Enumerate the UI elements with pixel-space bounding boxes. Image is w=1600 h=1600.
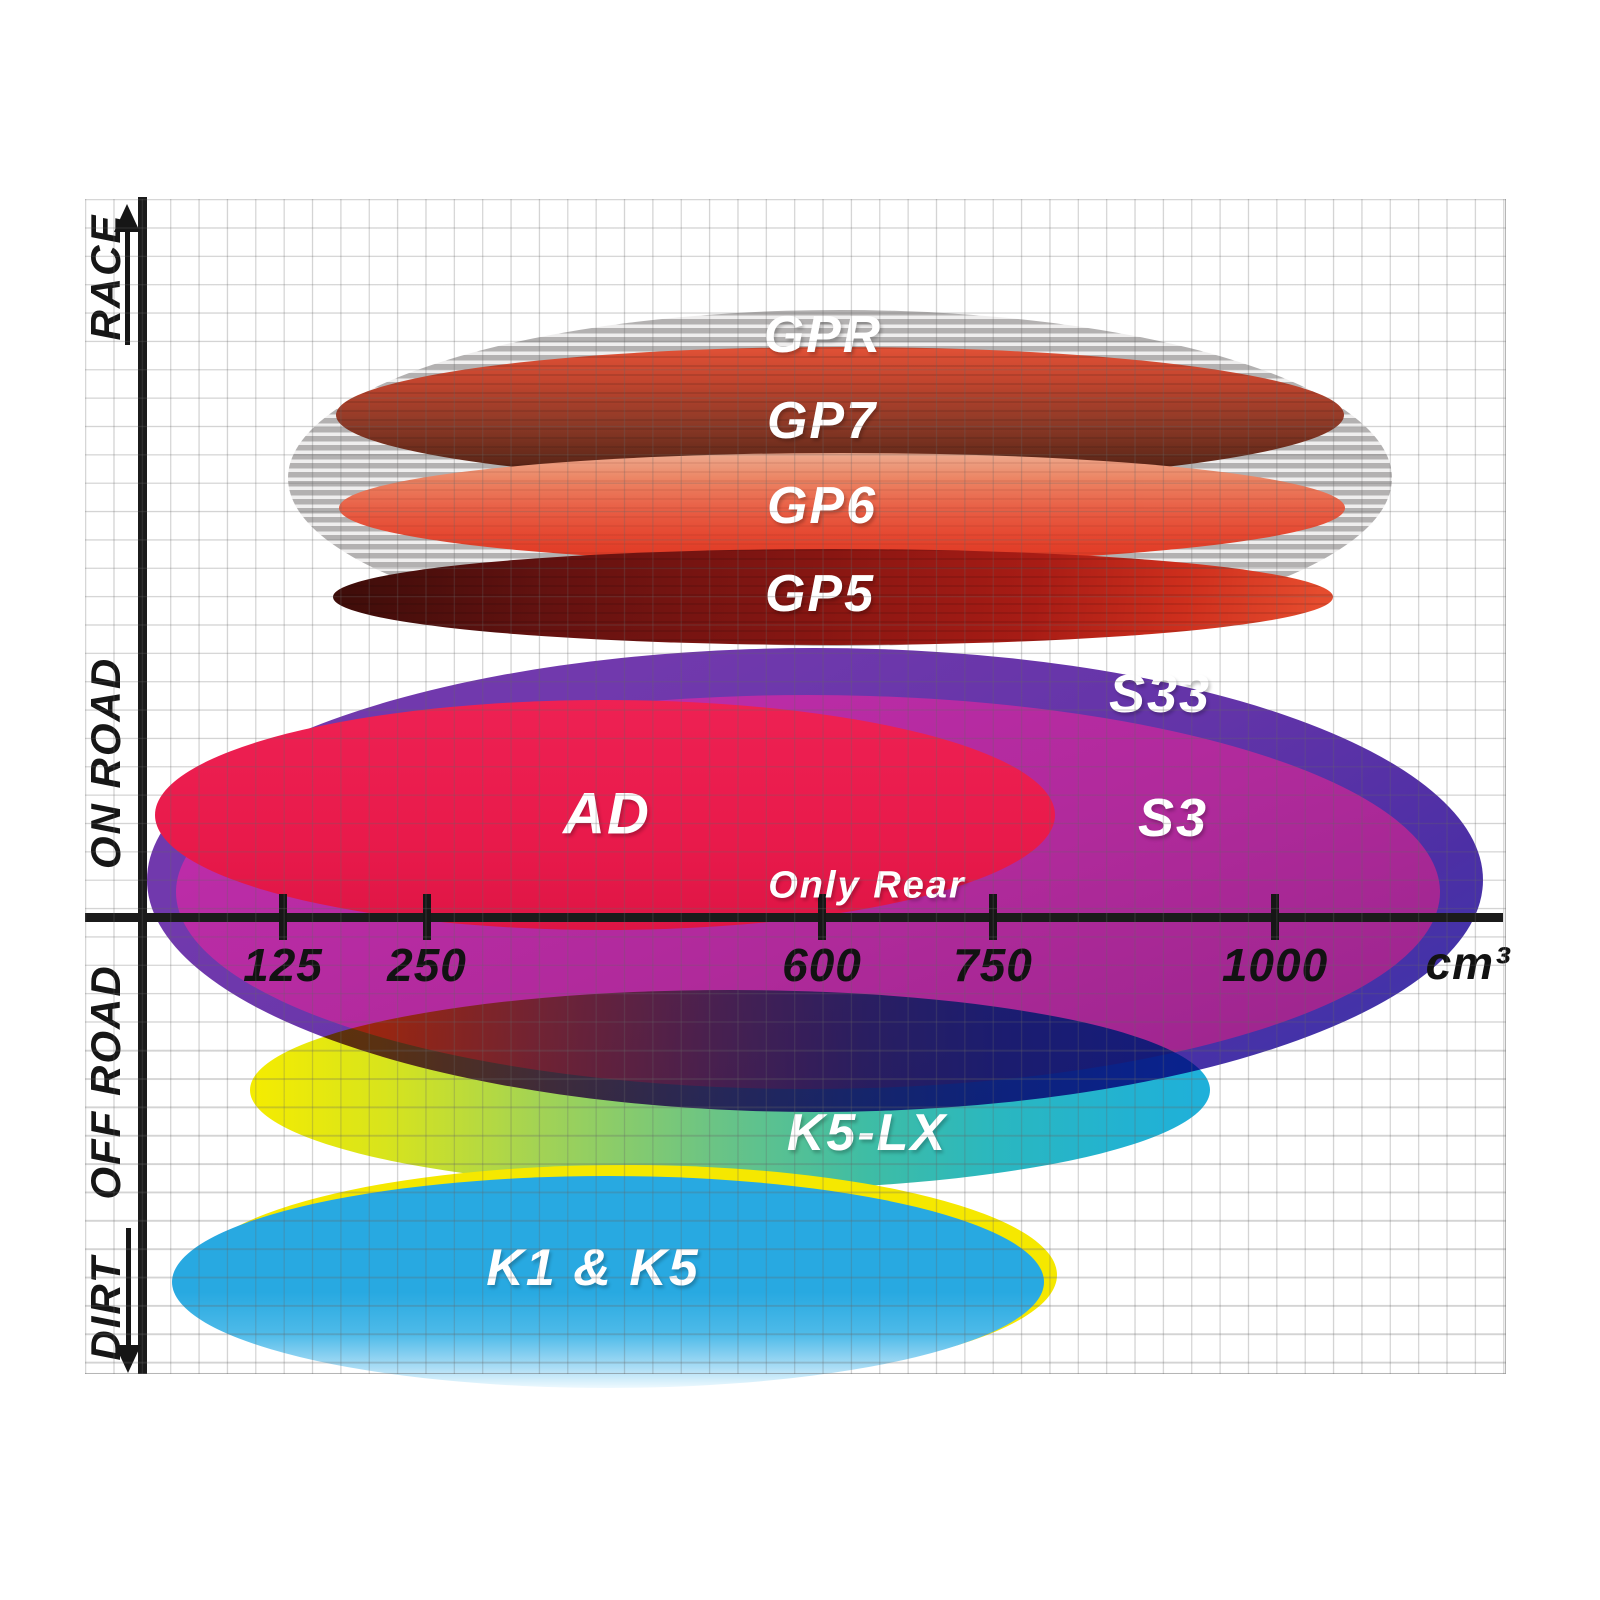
- region-label-gpr: GPR: [763, 306, 883, 364]
- x-tick-label-125: 125: [243, 939, 323, 991]
- arrow-up-icon: [114, 204, 140, 232]
- x-tick-label-750: 750: [953, 939, 1033, 991]
- region-ellipse-gp6: [339, 453, 1345, 563]
- x-axis-line: [85, 913, 1503, 922]
- region-label-k1k5: K1 & K5: [486, 1239, 700, 1297]
- y-axis-line: [138, 197, 147, 1374]
- y-band-label-race: RACE: [82, 213, 129, 341]
- region-label-ad: AD: [563, 781, 651, 847]
- x-tick-600: [818, 894, 826, 940]
- region-ellipse-ad: [155, 700, 1055, 930]
- region-label-gp5: GP5: [764, 565, 876, 623]
- x-tick-label-600: 600: [782, 939, 862, 991]
- annotation-only-rear: Only Rear: [768, 864, 966, 907]
- x-tick-label-250: 250: [387, 939, 467, 991]
- region-label-k5lx: K5-LX: [786, 1104, 948, 1162]
- region-label-gp6: GP6: [766, 477, 878, 535]
- x-tick-250: [423, 894, 431, 940]
- y-band-label-on-road: ON ROAD: [82, 656, 129, 870]
- x-tick-label-1000: 1000: [1221, 939, 1329, 991]
- region-label-s33: S33: [1108, 664, 1212, 724]
- arrow-down-icon: [115, 1345, 141, 1373]
- x-tick-125: [279, 894, 287, 940]
- region-ellipse-k5lx: [250, 990, 1210, 1190]
- region-label-s3: S3: [1137, 788, 1209, 848]
- region-ellipse-k1k5: [172, 1176, 1044, 1388]
- y-axis-arrow-up-line: [124, 232, 130, 345]
- region-ellipse-gp5: [333, 549, 1333, 645]
- region-label-gp7: GP7: [766, 392, 878, 450]
- y-band-label-off-road: OFF ROAD: [82, 964, 129, 1200]
- x-tick-1000: [1271, 894, 1279, 940]
- x-tick-750: [989, 894, 997, 940]
- y-axis-arrow-down-line: [125, 1228, 131, 1345]
- x-axis-unit-label: cm³: [1425, 937, 1511, 989]
